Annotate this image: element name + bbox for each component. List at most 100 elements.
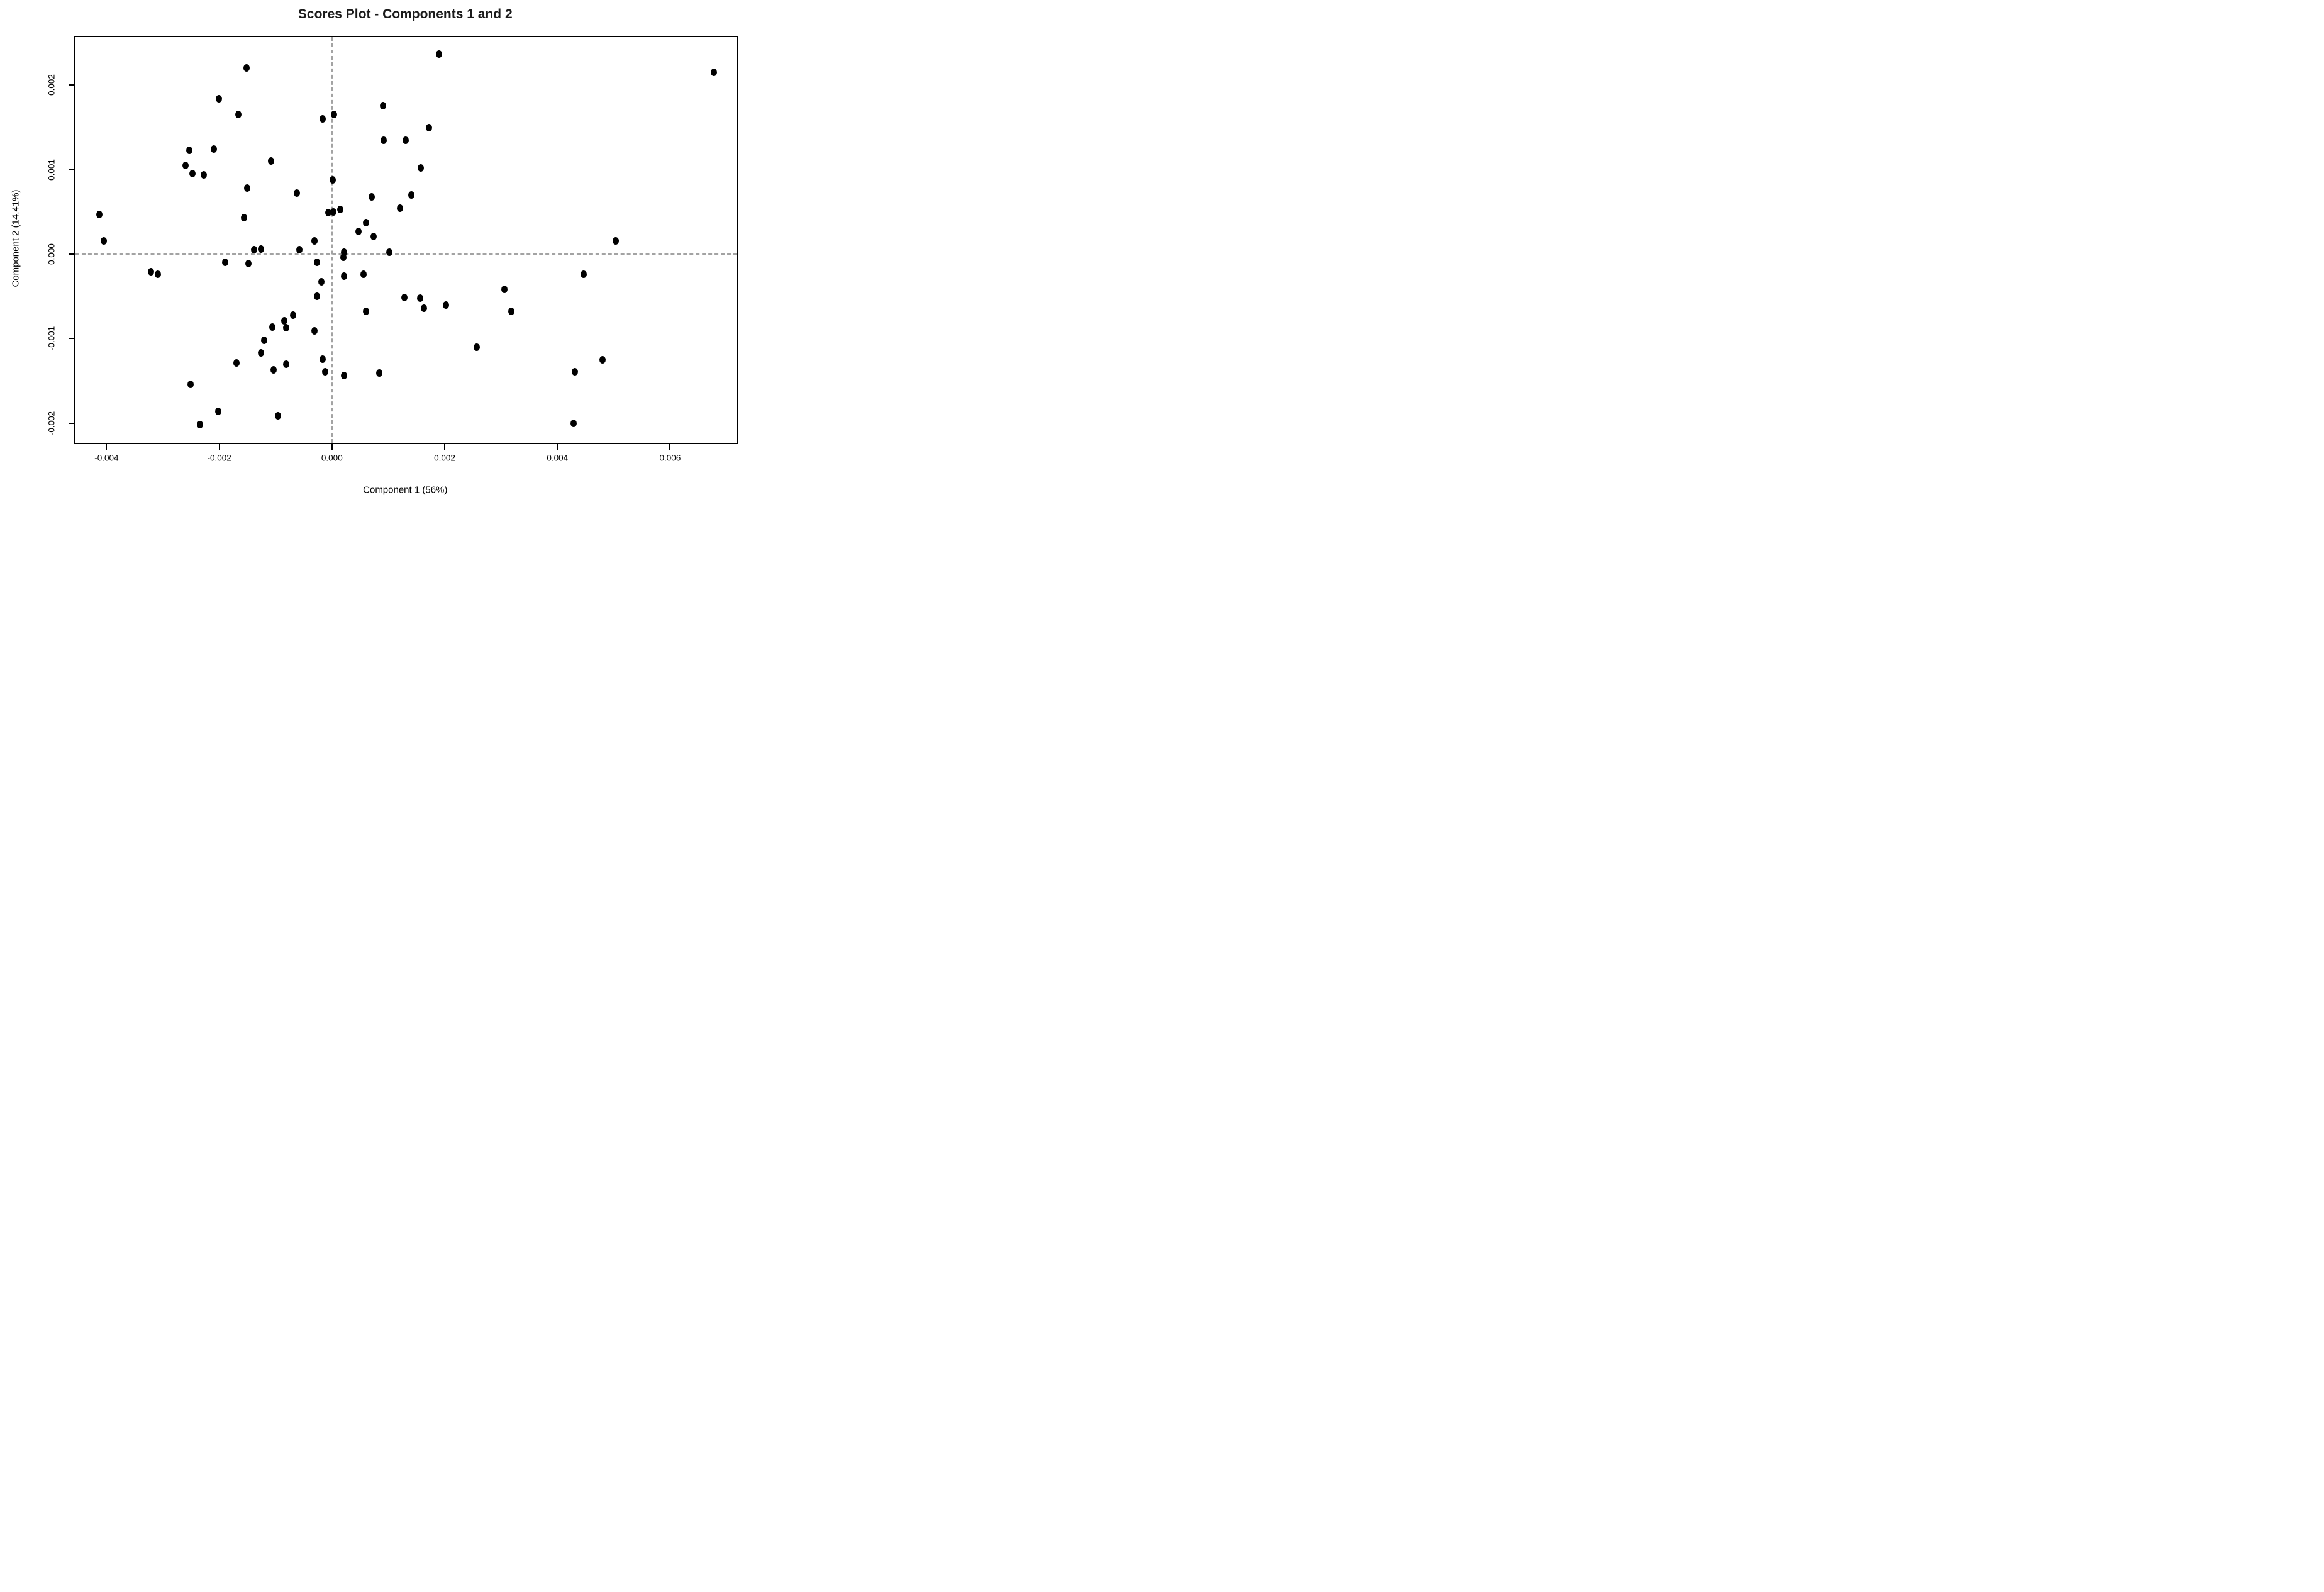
data-point	[381, 136, 387, 144]
data-point	[320, 355, 326, 363]
zero-y-refline	[75, 253, 738, 255]
data-point	[420, 304, 427, 312]
data-point	[360, 270, 367, 279]
data-point	[417, 294, 424, 302]
data-point	[599, 355, 606, 364]
data-point	[296, 246, 303, 254]
data-point	[613, 237, 620, 245]
data-point	[313, 292, 320, 301]
y-axis-label: Component 2 (14.41%)	[10, 189, 21, 287]
data-point	[408, 191, 415, 199]
y-tick-mark	[69, 84, 75, 86]
data-point	[186, 146, 193, 154]
data-point	[425, 123, 432, 131]
data-point	[501, 286, 508, 294]
data-point	[397, 204, 404, 213]
data-point	[340, 253, 347, 262]
x-tick-label: 0.002	[434, 453, 455, 463]
data-point	[257, 349, 264, 357]
data-point	[313, 259, 320, 267]
data-point	[270, 366, 277, 374]
data-point	[257, 245, 264, 253]
data-point	[570, 419, 577, 427]
data-point	[294, 189, 301, 198]
data-point	[311, 237, 318, 245]
data-point	[283, 360, 290, 368]
chart-title: Scores Plot - Components 1 and 2	[297, 6, 513, 21]
data-point	[100, 237, 107, 245]
data-point	[340, 372, 347, 380]
data-point	[274, 411, 281, 420]
data-point	[337, 205, 344, 213]
data-point	[711, 69, 718, 77]
x-tick-label: 0.000	[321, 453, 343, 463]
x-tick-mark	[444, 443, 446, 450]
data-point	[370, 232, 377, 240]
data-point	[340, 248, 347, 257]
y-tick-label: 0.000	[47, 243, 57, 265]
y-tick-label: 0.002	[47, 74, 57, 96]
data-point	[187, 380, 194, 388]
data-point	[182, 161, 189, 169]
data-point	[215, 94, 222, 103]
x-tick-mark	[106, 443, 108, 450]
data-point	[148, 268, 155, 276]
data-point	[401, 293, 408, 301]
x-tick-mark	[218, 443, 220, 450]
y-tick-label: -0.002	[47, 411, 57, 435]
data-point	[340, 272, 347, 280]
data-point	[241, 214, 248, 222]
data-point	[200, 170, 207, 179]
data-point	[318, 278, 325, 286]
data-point	[243, 64, 250, 72]
data-point	[222, 259, 229, 267]
data-point	[329, 175, 336, 184]
data-point	[363, 219, 370, 227]
y-tick-mark	[69, 338, 75, 340]
data-point	[386, 248, 393, 257]
zero-x-refline	[331, 36, 333, 443]
data-point	[376, 369, 383, 377]
x-tick-mark	[669, 443, 671, 450]
y-tick-mark	[69, 169, 75, 170]
data-point	[436, 50, 443, 58]
y-tick-mark	[69, 422, 75, 424]
data-point	[289, 311, 296, 319]
x-tick-label: 0.004	[547, 453, 569, 463]
y-tick-label: -0.001	[47, 326, 57, 351]
data-point	[330, 111, 337, 119]
data-point	[474, 343, 481, 351]
data-point	[322, 367, 329, 376]
data-point	[261, 337, 268, 345]
data-point	[319, 115, 326, 123]
data-point	[268, 157, 275, 165]
data-point	[245, 259, 252, 267]
data-point	[442, 301, 449, 309]
data-point	[281, 317, 287, 325]
data-point	[418, 164, 425, 172]
x-tick-mark	[557, 443, 559, 450]
data-point	[243, 184, 250, 192]
data-point	[197, 421, 204, 429]
x-tick-label: -0.002	[207, 453, 231, 463]
data-point	[269, 323, 275, 331]
data-point	[233, 359, 240, 367]
data-point	[311, 327, 318, 335]
data-point	[581, 270, 587, 279]
data-point	[362, 308, 369, 316]
data-point	[403, 136, 409, 144]
data-point	[330, 208, 336, 216]
x-tick-label: -0.004	[94, 453, 119, 463]
data-point	[235, 111, 242, 119]
data-point	[154, 270, 161, 279]
data-point	[369, 192, 375, 201]
data-point	[325, 209, 331, 217]
y-tick-label: 0.001	[47, 159, 57, 181]
y-tick-mark	[69, 253, 75, 255]
data-point	[508, 308, 514, 316]
data-point	[214, 407, 221, 415]
x-axis-label: Component 1 (56%)	[363, 484, 448, 496]
x-tick-label: 0.006	[659, 453, 681, 463]
data-point	[355, 227, 362, 235]
data-point	[380, 101, 387, 109]
